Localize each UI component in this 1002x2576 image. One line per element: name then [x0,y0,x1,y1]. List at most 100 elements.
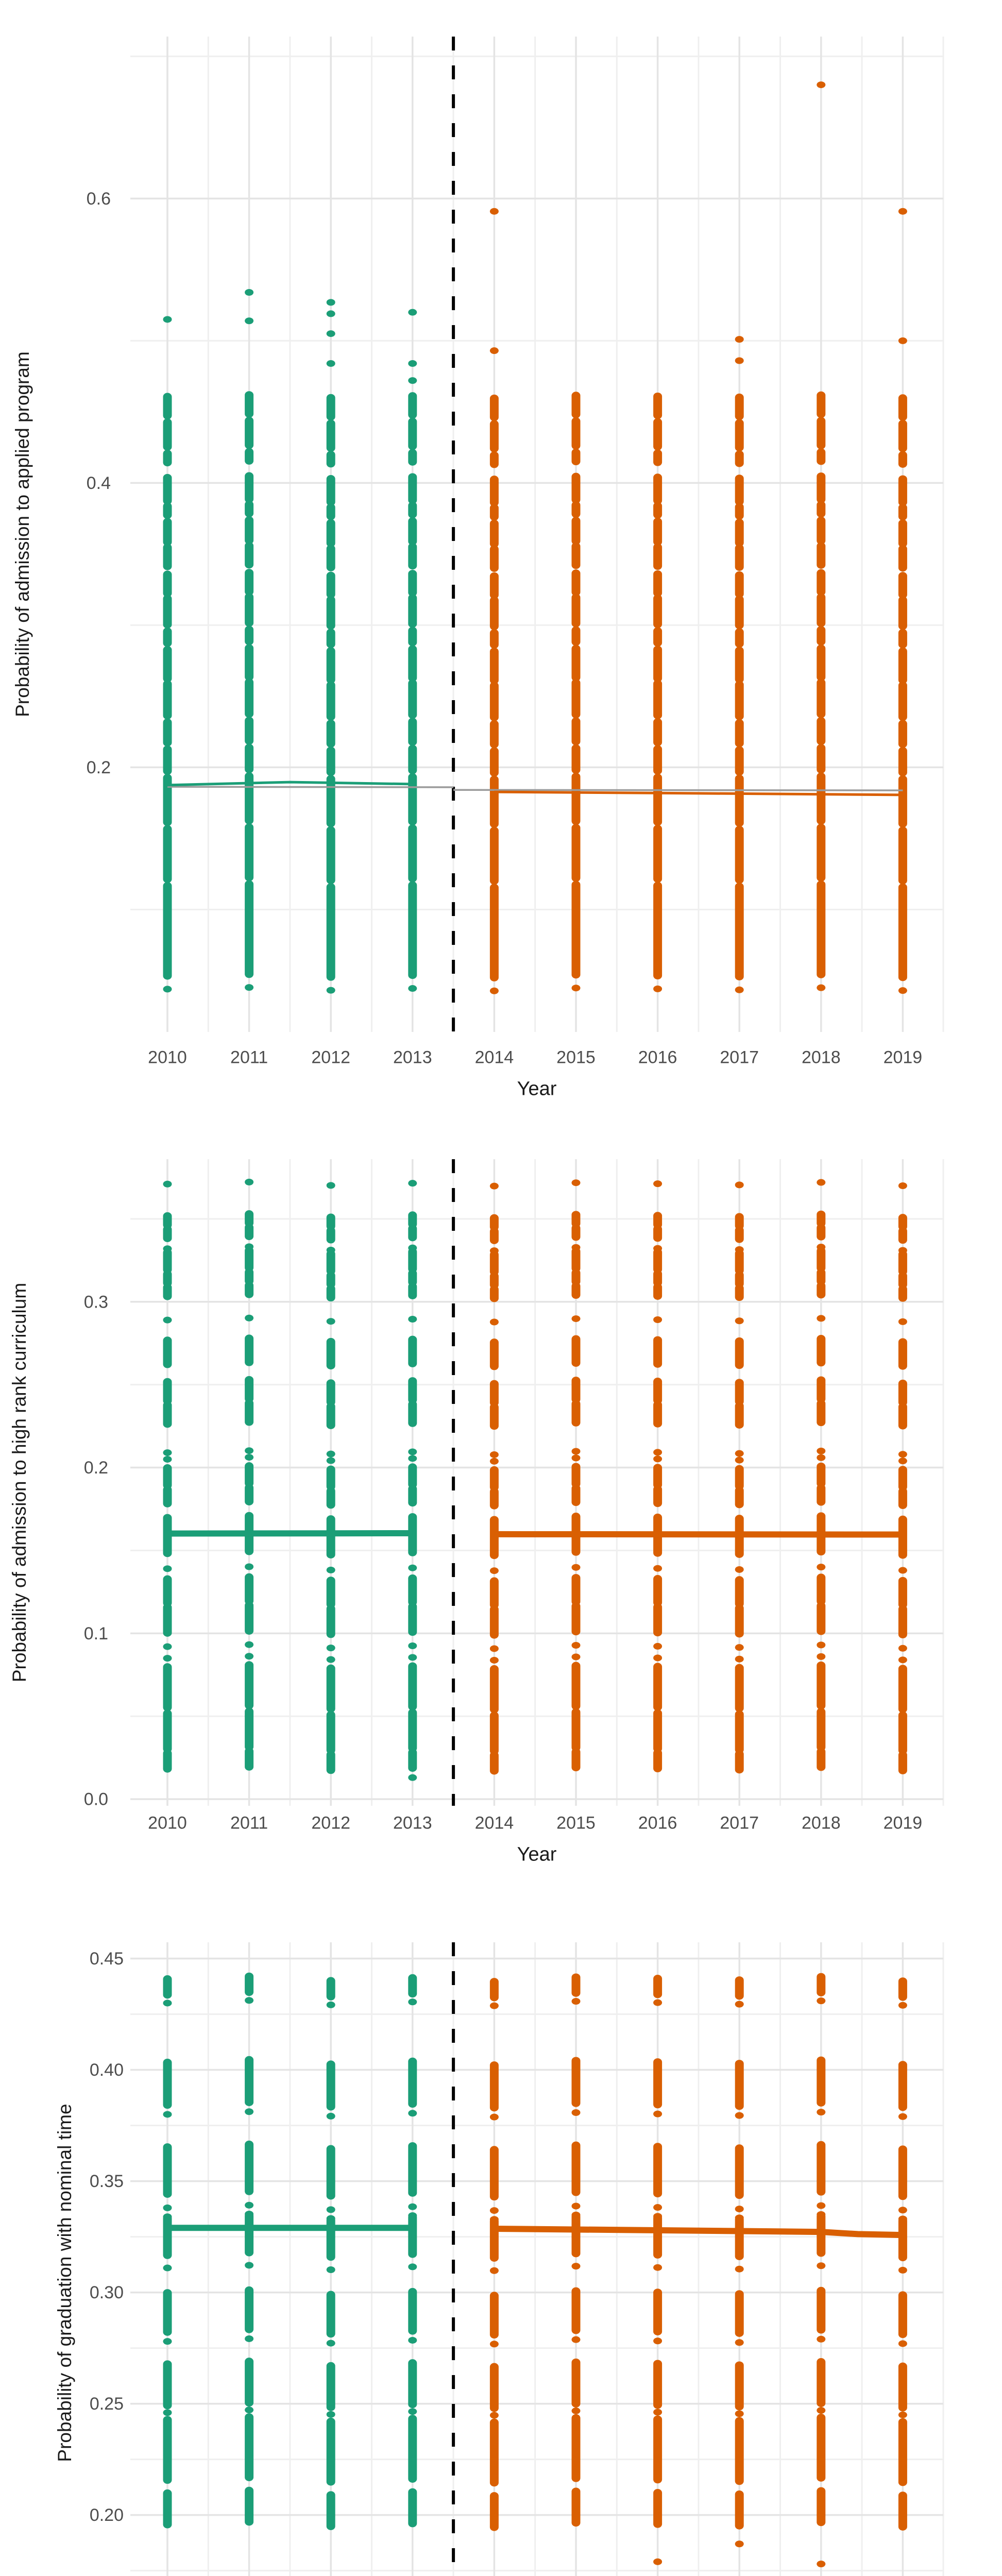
chart-2: 0.0 0.1 0.2 0.3 2010 2011 2012 2013 2014 2015 2016… [9,1159,944,1865]
strip-segment [735,1750,744,1774]
strip-segment [489,1605,499,1639]
x-tick-label: 2012 [311,1048,350,1067]
strip-segment [817,2358,826,2408]
strip-segment [735,647,744,684]
data-point [898,1318,907,1325]
data-point [817,1997,826,2005]
strip-segment [245,1376,254,1403]
outlier-point [898,208,907,215]
strip-segment [571,772,581,825]
strip-segment [408,2287,417,2335]
strip-segment [571,679,581,719]
data-point [571,2109,581,2116]
strip-segment [735,393,744,420]
strip-segment [408,2057,417,2108]
strip-segment [489,1751,499,1775]
point-strips [163,1972,907,2568]
data-point [326,2112,335,2120]
strip-segment [245,823,254,882]
strip-segment [326,1487,335,1509]
strip-segment [898,747,907,776]
x-tick-label: 2013 [393,1814,432,1833]
strip-segment [735,681,744,720]
data-point [653,2204,663,2211]
strip-segment [408,1225,417,1242]
data-point [163,1655,172,1662]
strip-segment [326,419,335,452]
strip-segment [408,570,417,597]
data-point [163,2111,172,2118]
data-point [245,1178,254,1185]
strip-segment [245,1399,254,1426]
strip-segment [163,1749,172,1773]
strip-segment [653,543,663,570]
y-tick-label: 0.30 [90,2283,124,2302]
strip-segment [326,503,335,520]
strip-segment [163,825,172,883]
strip-segment [163,2416,172,2484]
strip-segment [653,745,663,775]
data-point [163,2338,172,2345]
strip-segment [489,1403,499,1430]
strip-2014 [489,1182,499,1775]
data-point [408,1998,417,2006]
strip-segment [571,717,581,745]
strip-segment [408,473,417,504]
strip-segment [571,542,581,569]
strip-segment [571,1748,581,1772]
strip-segment [408,1485,417,1507]
strip-segment [245,593,254,627]
strip-segment [817,772,826,825]
strip-segment [245,1462,254,1487]
strip-segment [489,476,499,507]
strip-segment [326,519,335,547]
strip-segment [326,1577,335,1608]
y-tick-label: 0.1 [84,1624,108,1643]
data-point [571,2407,581,2414]
strip-segment [735,1271,744,1288]
strip-segment [653,570,663,597]
strip-segment [245,448,254,465]
strip-2017 [735,336,744,993]
strip-segment [163,1663,172,1711]
x-tick-label: 2016 [638,1048,677,1067]
data-point [489,2267,499,2274]
strip-segment [489,682,499,721]
strip-segment [489,1285,499,1302]
y-tick-label: 0.20 [90,2505,124,2525]
strip-segment [817,823,826,882]
data-point [735,2112,744,2119]
strip-segment [489,545,499,572]
strip-segment [735,719,744,748]
data-point [571,1997,581,2005]
strip-2013 [408,1974,417,2528]
data-point [163,1565,172,1572]
strip-segment [817,1573,826,1605]
strip-segment [408,824,417,883]
y-tick-label: 0.0 [84,1790,108,1809]
strip-segment [817,1484,826,1506]
strip-segment [898,1751,907,1774]
strip-segment [653,2289,663,2335]
strip-segment [735,474,744,506]
strip-segment [571,645,581,682]
strip-segment [489,2492,499,2531]
strip-2016 [653,1975,663,2565]
strip-segment [408,773,417,826]
strip-segment [571,824,581,882]
data-point [163,2213,172,2221]
strip-segment [163,2143,172,2198]
strip-segment [817,2414,826,2482]
strip-segment [163,570,172,598]
strip-segment [571,1463,581,1488]
strip-segment [898,2216,907,2262]
strip-segment [245,1661,254,1709]
strip-segment [408,1974,417,1998]
data-point [735,1456,744,1464]
strip-segment [898,1338,907,1370]
strip-segment [245,472,254,503]
strip-segment [408,1662,417,1711]
strip-2015 [571,392,581,992]
outlier-point [245,289,254,296]
data-point [408,2212,417,2219]
